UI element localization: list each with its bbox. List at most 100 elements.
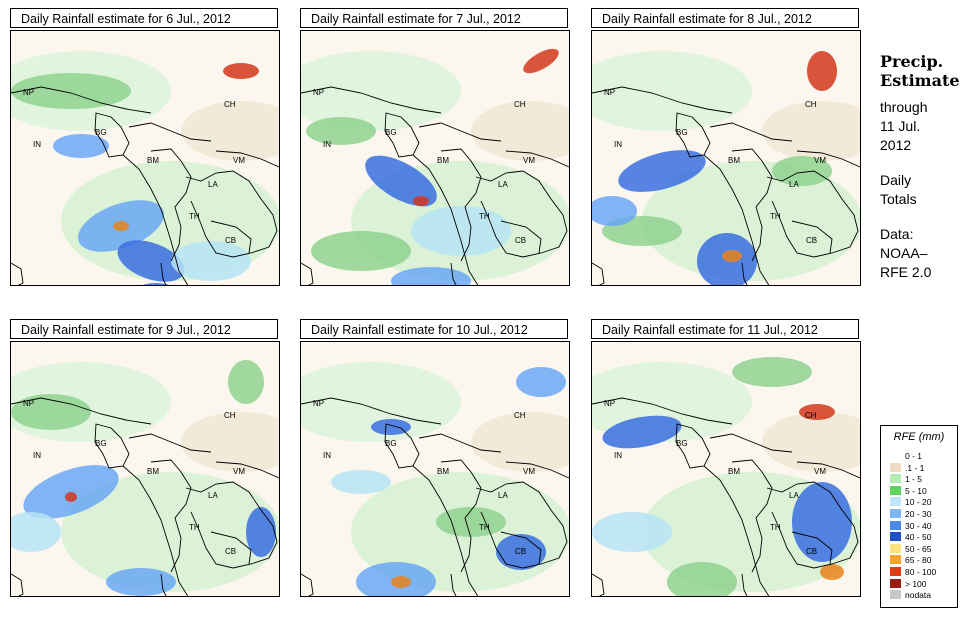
country-border xyxy=(505,150,569,168)
country-border xyxy=(160,573,167,596)
region-label: BM xyxy=(437,467,449,476)
legend-item: 1 - 5 xyxy=(890,474,922,484)
legend-swatch xyxy=(890,462,901,472)
legend-swatch xyxy=(890,451,901,460)
country-border xyxy=(703,154,770,285)
region-label: CH xyxy=(514,411,526,420)
panel-title: Daily Rainfall estimate for 7 Jul., 2012 xyxy=(300,8,568,28)
legend-item: 40 - 50 xyxy=(890,532,931,542)
legend-label: 50 - 65 xyxy=(905,543,932,554)
region-label: IN xyxy=(614,451,622,460)
rainfall-blob xyxy=(117,240,185,282)
legend-label: > 100 xyxy=(905,578,927,589)
region-label: CH xyxy=(224,100,236,109)
region-label: LA xyxy=(498,180,508,189)
rainfall-blob xyxy=(618,150,706,192)
region-label: TH xyxy=(770,212,781,221)
legend-swatch xyxy=(890,578,901,588)
country-border xyxy=(301,397,442,425)
country-border xyxy=(150,459,192,573)
legend-item: 10 - 20 xyxy=(890,497,931,507)
rainfall-blob xyxy=(602,415,682,449)
country-border xyxy=(122,465,189,596)
country-border xyxy=(791,220,833,254)
country-border xyxy=(418,122,502,142)
region-label: CE xyxy=(307,284,318,285)
rainfall-blob xyxy=(171,241,251,281)
legend-swatch xyxy=(890,474,901,484)
legend-label: 80 - 100 xyxy=(905,567,937,577)
region-label: VM xyxy=(814,156,826,165)
country-border xyxy=(301,86,442,114)
legend-item: .1 - 1 xyxy=(890,462,924,473)
country-border xyxy=(11,262,24,285)
country-border xyxy=(741,573,748,596)
rainfall-blob xyxy=(592,196,637,226)
rainfall-map: NP CH BG IN BM VM LA TH CB CE xyxy=(10,30,280,286)
country-border xyxy=(592,397,733,425)
legend-swatch xyxy=(890,485,901,495)
rainfall-map: NP CH BG IN BM VM LA TH CB CE xyxy=(300,30,570,286)
region-label: IN xyxy=(614,140,622,149)
rainfall-blob xyxy=(53,134,109,158)
region-label: CB xyxy=(806,236,817,245)
country-border xyxy=(500,531,542,565)
rainfall-map-panel: Daily Rainfall estimate for 11 Jul., 201… xyxy=(591,319,861,597)
rainfall-blob xyxy=(331,470,391,494)
region-label: VM xyxy=(814,467,826,476)
legend-item: 50 - 65 xyxy=(890,543,932,554)
caption-daily-line1: Daily xyxy=(880,172,912,188)
legend-swatch xyxy=(890,567,901,576)
country-border xyxy=(11,86,152,114)
country-border xyxy=(741,262,748,285)
panel-title: Daily Rainfall estimate for 6 Jul., 2012 xyxy=(10,8,278,28)
legend-swatch xyxy=(890,497,901,507)
country-border xyxy=(592,573,605,596)
country-border xyxy=(160,262,167,285)
legend-item: 20 - 30 xyxy=(890,509,931,519)
region-label: LA xyxy=(498,491,508,500)
rainfall-blob xyxy=(228,360,264,404)
region-label: CH xyxy=(805,100,817,109)
region-label: CB xyxy=(515,547,526,556)
rainfall-map: NP CH BG IN BM VM LA TH CB CE xyxy=(300,341,570,597)
region-label: CE xyxy=(17,284,28,285)
region-label: CB xyxy=(806,547,817,556)
region-label: BM xyxy=(728,156,740,165)
country-border xyxy=(185,481,278,569)
rainfall-blob xyxy=(807,51,837,91)
legend-label: 30 - 40 xyxy=(905,520,932,531)
country-border xyxy=(150,148,192,262)
country-border xyxy=(185,170,278,258)
country-border xyxy=(796,461,860,479)
region-label: VM xyxy=(233,156,245,165)
region-label: CE xyxy=(17,595,28,596)
country-border xyxy=(128,433,212,453)
region-label: TH xyxy=(189,523,200,532)
legend-title: RFE (mm) xyxy=(893,431,945,443)
legend-label: 65 - 80 xyxy=(905,555,932,566)
legend-swatch xyxy=(890,532,901,542)
country-border xyxy=(440,459,482,573)
country-border xyxy=(475,170,568,258)
country-border xyxy=(128,122,212,142)
region-label: CH xyxy=(514,100,526,109)
rainfall-blob xyxy=(142,283,170,285)
region-label: TH xyxy=(479,212,490,221)
country-border xyxy=(301,262,314,285)
region-label: CE xyxy=(307,595,318,596)
caption-daily-line2: Totals xyxy=(880,191,917,207)
country-border xyxy=(766,481,859,569)
rainfall-map: NP CH BG IN BM VM LA TH CB CE xyxy=(591,341,861,597)
legend-label: 5 - 10 xyxy=(905,485,927,496)
rainfall-blob xyxy=(223,63,259,79)
legend-item: 5 - 10 xyxy=(890,485,927,496)
legend-item: 65 - 80 xyxy=(890,555,931,565)
rainfall-blob xyxy=(391,576,411,588)
region-label: NP xyxy=(23,88,34,97)
rainfall-blob xyxy=(722,250,742,262)
legend-item: > 100 xyxy=(890,578,927,589)
caption-heading-line2: Estimate xyxy=(880,71,960,90)
rainfall-blob xyxy=(792,482,852,562)
legend-item: 0 - 1 xyxy=(890,451,922,461)
